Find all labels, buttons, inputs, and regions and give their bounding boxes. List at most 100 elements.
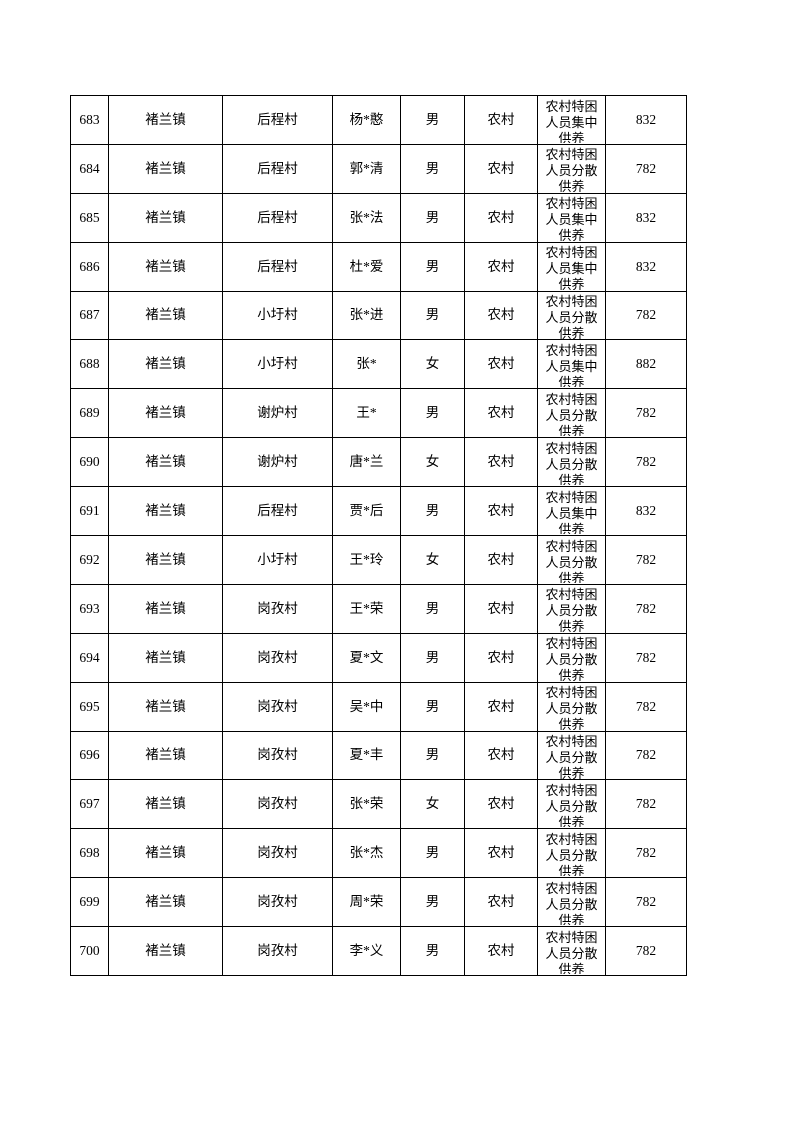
cell-area: 农村 [464, 143, 538, 194]
cell-town: 褚兰镇 [108, 192, 223, 243]
cell-amount: 832 [605, 241, 687, 292]
cell-village: 小圩村 [222, 339, 333, 390]
cell-name: 李*义 [332, 926, 401, 977]
cell-name: 张* [332, 339, 401, 390]
table-row: 686 褚兰镇 后程村 杜*爱男农村 农村特困人员集中供养 832 [70, 241, 687, 292]
cell-seq: 687 [70, 290, 109, 341]
cell-category: 农村特困人员分散供养 [537, 877, 606, 928]
cell-village: 岗孜村 [222, 681, 333, 732]
cell-town: 褚兰镇 [108, 437, 223, 488]
category-text: 农村特困人员分散供养 [545, 929, 598, 975]
cell-category: 农村特困人员分散供养 [537, 730, 606, 781]
cell-amount: 782 [605, 632, 687, 683]
cell-gender: 男 [400, 241, 465, 292]
cell-area: 农村 [464, 632, 538, 683]
cell-amount: 782 [605, 730, 687, 781]
category-text: 农村特困人员集中供养 [545, 98, 598, 144]
cell-town: 褚兰镇 [108, 926, 223, 977]
cell-area: 农村 [464, 241, 538, 292]
cell-seq: 685 [70, 192, 109, 243]
cell-seq: 688 [70, 339, 109, 390]
cell-town: 褚兰镇 [108, 632, 223, 683]
cell-town: 褚兰镇 [108, 486, 223, 537]
cell-gender: 男 [400, 632, 465, 683]
cell-category: 农村特困人员集中供养 [537, 192, 606, 243]
cell-seq: 695 [70, 681, 109, 732]
cell-amount: 832 [605, 95, 687, 145]
cell-amount: 782 [605, 877, 687, 928]
cell-gender: 男 [400, 926, 465, 977]
category-text: 农村特困人员分散供养 [545, 391, 598, 437]
cell-area: 农村 [464, 926, 538, 977]
cell-gender: 女 [400, 437, 465, 488]
cell-name: 张*荣 [332, 779, 401, 830]
table-row: 692 褚兰镇 小圩村 王*玲女农村 农村特困人员分散供养 782 [70, 535, 687, 585]
cell-area: 农村 [464, 877, 538, 928]
cell-town: 褚兰镇 [108, 290, 223, 341]
category-text: 农村特困人员分散供养 [545, 831, 598, 877]
cell-town: 褚兰镇 [108, 95, 223, 145]
cell-village: 岗孜村 [222, 632, 333, 683]
cell-village: 岗孜村 [222, 779, 333, 830]
cell-town: 褚兰镇 [108, 143, 223, 194]
cell-town: 褚兰镇 [108, 828, 223, 879]
category-text: 农村特困人员分散供养 [545, 587, 598, 632]
table-row: 687 褚兰镇 小圩村 张*进男农村 农村特困人员分散供养 782 [70, 290, 687, 341]
table-row: 699 褚兰镇 岗孜村 周*荣男农村 农村特困人员分散供养 782 [70, 877, 687, 928]
records-table: 683 褚兰镇 后程村 杨*憨男农村 农村特困人员集中供养 832 684 褚兰镇 后程村 郭*清… [70, 95, 687, 977]
cell-village: 小圩村 [222, 535, 333, 585]
cell-name: 张*进 [332, 290, 401, 341]
cell-amount: 782 [605, 681, 687, 732]
table-row: 697 褚兰镇 岗孜村 张*荣女农村 农村特困人员分散供养 782 [70, 779, 687, 830]
table-row: 693 褚兰镇 岗孜村 王*荣男农村 农村特困人员分散供养 782 [70, 583, 687, 634]
cell-village: 谢炉村 [222, 388, 333, 439]
cell-amount: 782 [605, 926, 687, 977]
cell-name: 张*杰 [332, 828, 401, 879]
cell-name: 吴*中 [332, 681, 401, 732]
cell-gender: 女 [400, 339, 465, 390]
category-text: 农村特困人员集中供养 [545, 245, 598, 290]
cell-village: 谢炉村 [222, 437, 333, 488]
table-row: 684 褚兰镇 后程村 郭*清男农村 农村特困人员分散供养 782 [70, 143, 687, 194]
category-text: 农村特困人员分散供养 [545, 782, 598, 828]
table-row: 698 褚兰镇 岗孜村 张*杰男农村 农村特困人员分散供养 782 [70, 828, 687, 879]
cell-area: 农村 [464, 535, 538, 585]
cell-name: 杨*憨 [332, 95, 401, 145]
table-row: 689 褚兰镇 谢炉村 王* 男农村 农村特困人员分散供养 782 [70, 388, 687, 439]
cell-category: 农村特困人员集中供养 [537, 339, 606, 390]
cell-seq: 686 [70, 241, 109, 292]
cell-seq: 684 [70, 143, 109, 194]
table-row: 695 褚兰镇 岗孜村 吴*中男农村 农村特困人员分散供养 782 [70, 681, 687, 732]
cell-category: 农村特困人员分散供养 [537, 632, 606, 683]
cell-category: 农村特困人员分散供养 [537, 290, 606, 341]
table-row: 690 褚兰镇 谢炉村 唐*兰女农村 农村特困人员分散供养 782 [70, 437, 687, 488]
cell-town: 褚兰镇 [108, 779, 223, 830]
cell-area: 农村 [464, 290, 538, 341]
cell-seq: 690 [70, 437, 109, 488]
cell-gender: 女 [400, 779, 465, 830]
cell-gender: 女 [400, 535, 465, 585]
cell-area: 农村 [464, 339, 538, 390]
cell-area: 农村 [464, 388, 538, 439]
cell-category: 农村特困人员集中供养 [537, 95, 606, 145]
category-text: 农村特困人员分散供养 [545, 538, 598, 584]
cell-gender: 男 [400, 95, 465, 145]
cell-village: 后程村 [222, 95, 333, 145]
cell-category: 农村特困人员分散供养 [537, 583, 606, 634]
cell-town: 褚兰镇 [108, 730, 223, 781]
cell-seq: 683 [70, 95, 109, 145]
cell-gender: 男 [400, 290, 465, 341]
category-text: 农村特困人员分散供养 [545, 734, 598, 779]
cell-amount: 832 [605, 486, 687, 537]
cell-category: 农村特困人员分散供养 [537, 779, 606, 830]
cell-village: 后程村 [222, 241, 333, 292]
cell-area: 农村 [464, 828, 538, 879]
cell-amount: 782 [605, 437, 687, 488]
cell-name: 张*法 [332, 192, 401, 243]
cell-town: 褚兰镇 [108, 339, 223, 390]
cell-seq: 697 [70, 779, 109, 830]
table-row: 691 褚兰镇 后程村 贾*后男农村 农村特困人员集中供养 832 [70, 486, 687, 537]
cell-gender: 男 [400, 681, 465, 732]
cell-village: 岗孜村 [222, 877, 333, 928]
